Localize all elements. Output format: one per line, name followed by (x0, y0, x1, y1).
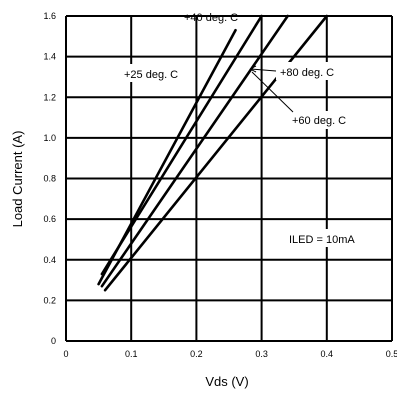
x-tick-labels: 0 0.1 0.2 0.3 0.4 0.5 (63, 349, 397, 359)
series-line (97, 28, 237, 286)
label-plus80: +80 deg. C (280, 67, 334, 79)
y-tick-label: 1.4 (43, 52, 56, 62)
y-tick-label: 1.6 (43, 11, 56, 21)
label-plus40: +40 deg. C (184, 12, 238, 24)
label-bg-25 (120, 64, 192, 82)
y-tick-label: 0.8 (43, 174, 56, 184)
label-bg-80 (276, 62, 350, 80)
leader-80 (249, 68, 277, 72)
x-tick-label: 0.2 (190, 349, 203, 359)
x-tick-label: 0.5 (386, 349, 397, 359)
annotation-iled: ILED = 10mA (289, 234, 355, 246)
label-plus25: +25 deg. C (124, 69, 178, 81)
y-axis-title: Load Current (A) (10, 131, 25, 228)
series-line (103, 14, 329, 292)
x-tick-label: 0.4 (321, 349, 334, 359)
y-tick-label: 0.6 (43, 214, 56, 224)
label-plus60: +60 deg. C (292, 115, 346, 127)
label-bg-iled (286, 229, 368, 247)
y-tick-label: 0.4 (43, 255, 56, 265)
arrowhead-b (249, 68, 257, 73)
series-line (100, 14, 290, 288)
label-bg-60 (288, 111, 364, 129)
y-tick-label: 0.2 (43, 295, 56, 305)
leader-60 (251, 71, 294, 113)
y-tick-label: 1.2 (43, 92, 56, 102)
x-tick-label: 0.1 (125, 349, 138, 359)
y-tick-label: 1.0 (43, 133, 56, 143)
y-tick-labels: 0 0.2 0.4 0.6 0.8 1.0 1.2 1.4 1.6 (43, 11, 56, 346)
arrowhead-a (249, 65, 257, 70)
x-axis-title: Vds (V) (205, 374, 248, 389)
x-tick-label: 0 (63, 349, 68, 359)
curves (97, 14, 329, 292)
y-tick-label: 0 (51, 336, 56, 346)
x-tick-label: 0.3 (255, 349, 268, 359)
